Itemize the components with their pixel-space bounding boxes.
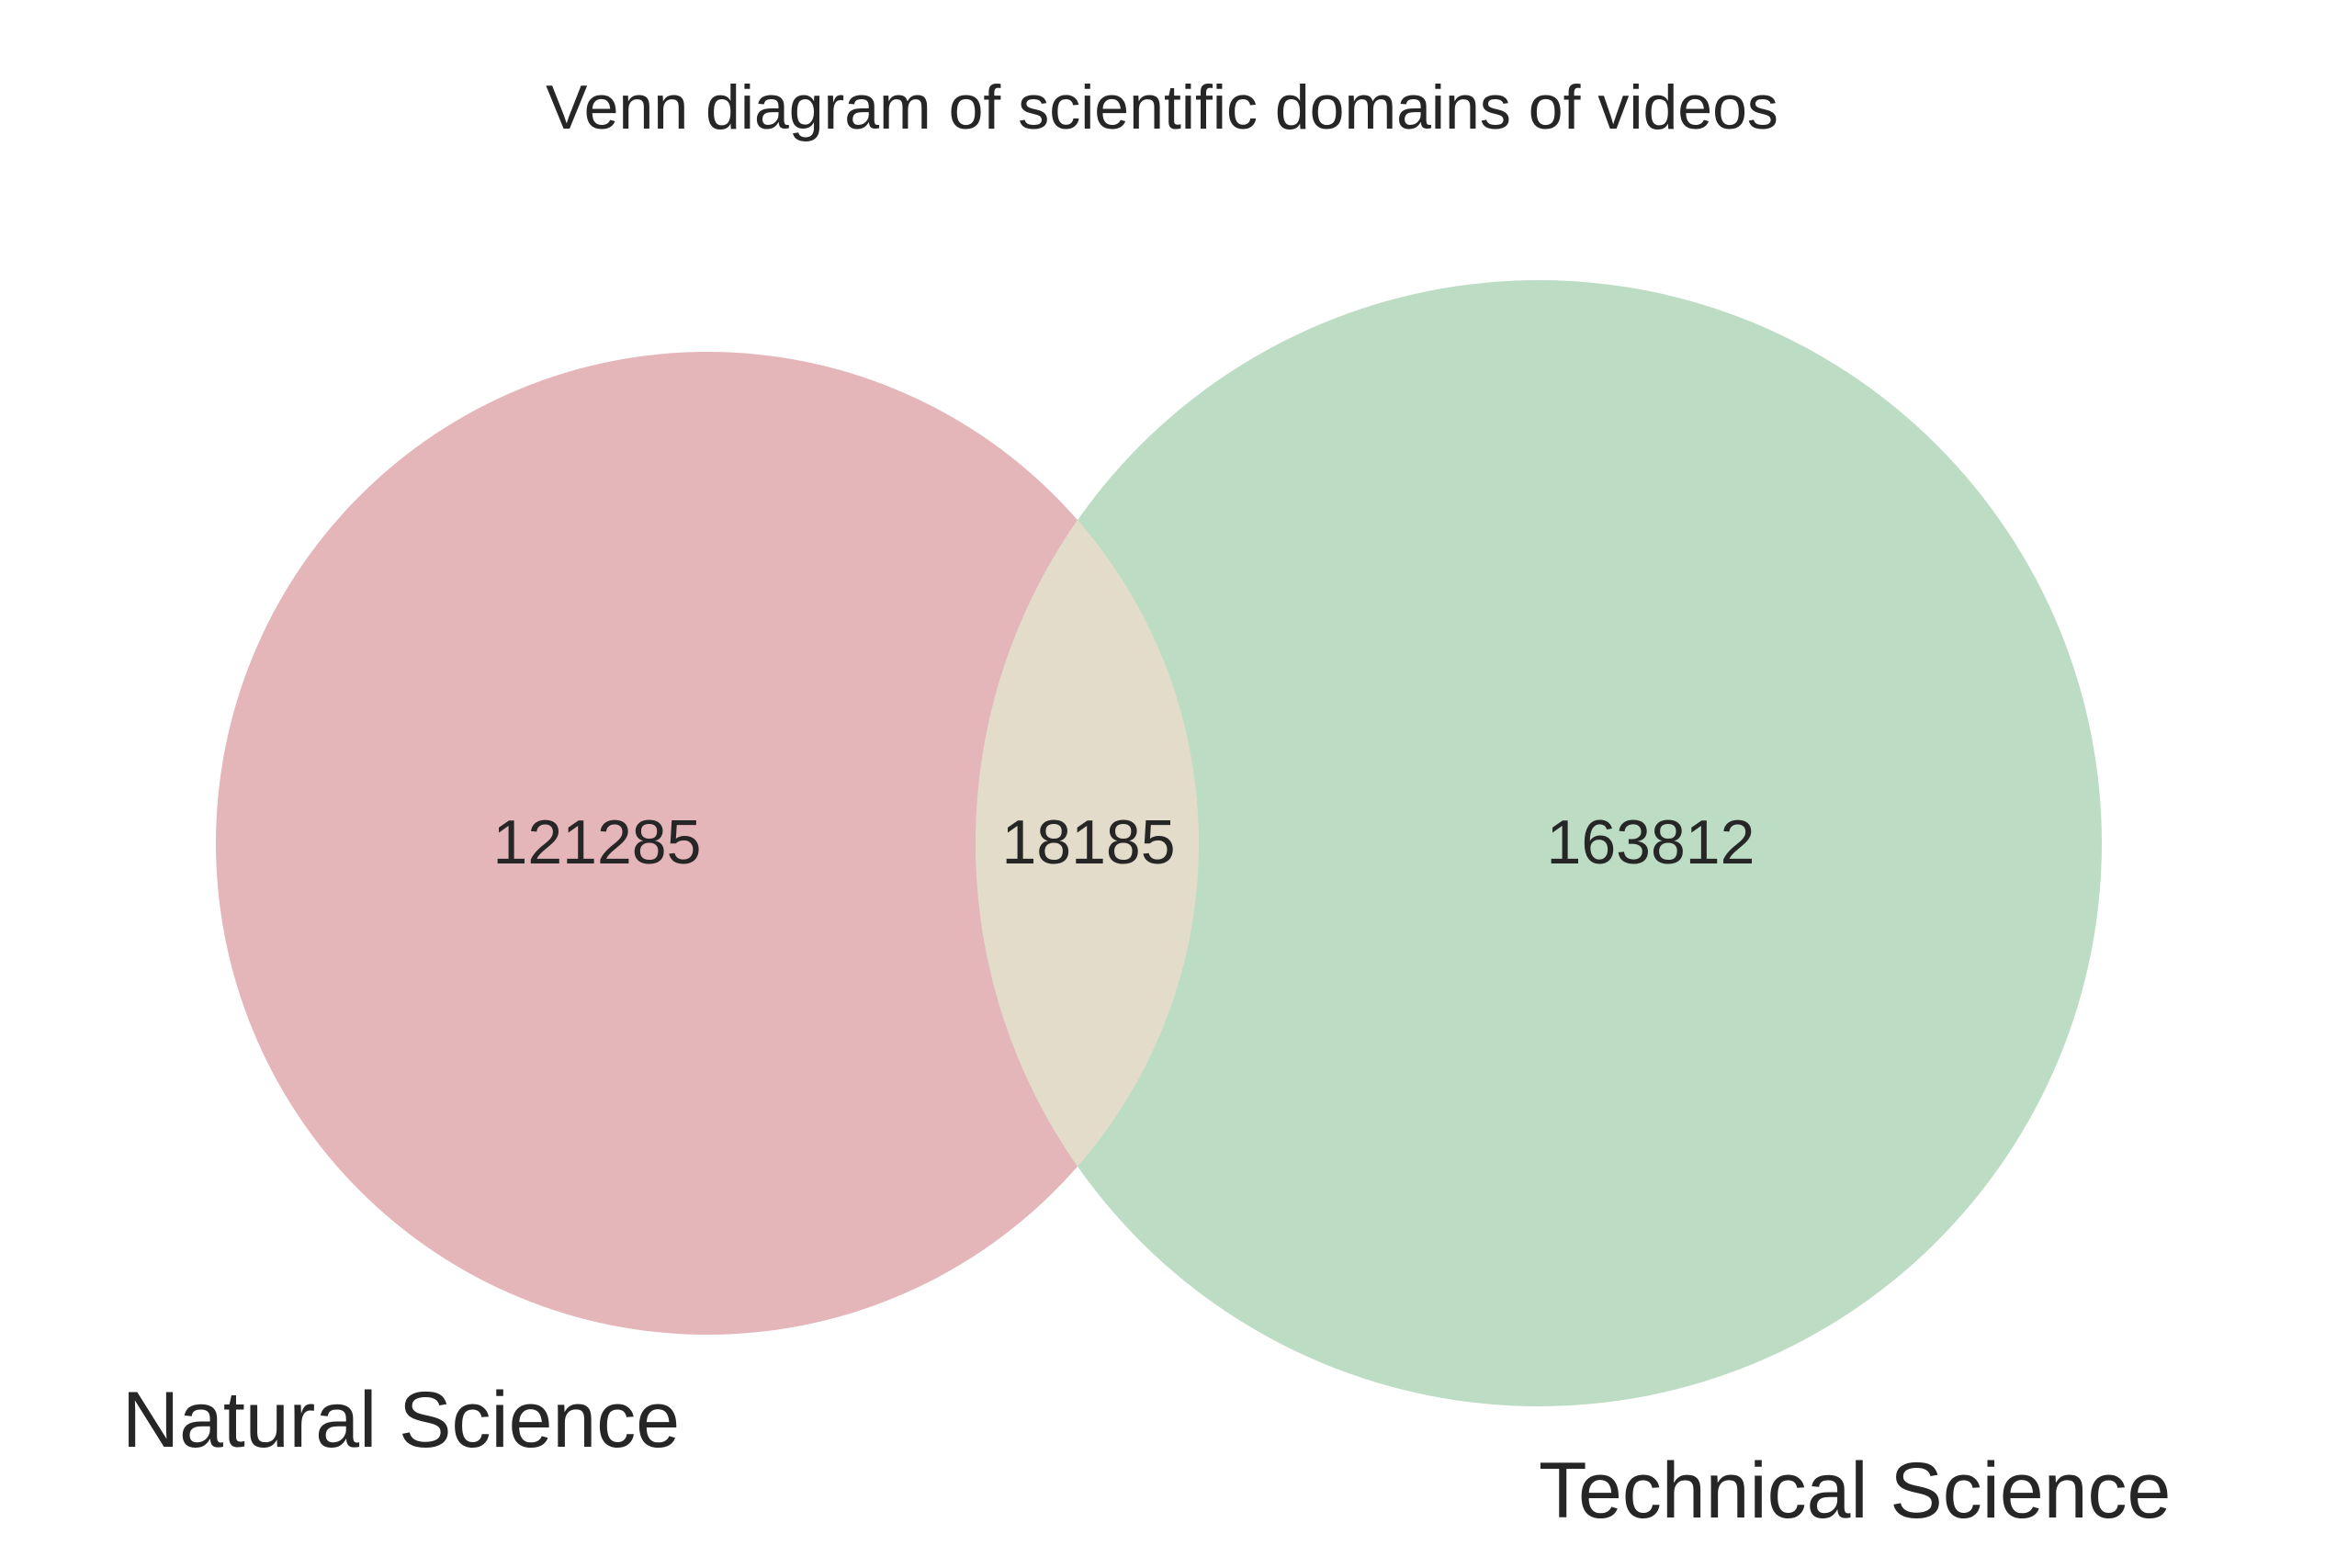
technical-science-circle <box>976 280 2102 1406</box>
natural-science-circle <box>216 352 1199 1335</box>
technical-only-count-label: 163812 <box>1547 807 1755 877</box>
intersection-count-label: 18185 <box>1001 807 1175 877</box>
natural-science-set-label: Natural Science <box>122 1376 680 1464</box>
technical-science-set-label: Technical Science <box>1539 1447 2171 1535</box>
chart-title: Venn diagram of scientific domains of vi… <box>546 73 1778 142</box>
natural-only-count-label: 121285 <box>493 807 702 877</box>
